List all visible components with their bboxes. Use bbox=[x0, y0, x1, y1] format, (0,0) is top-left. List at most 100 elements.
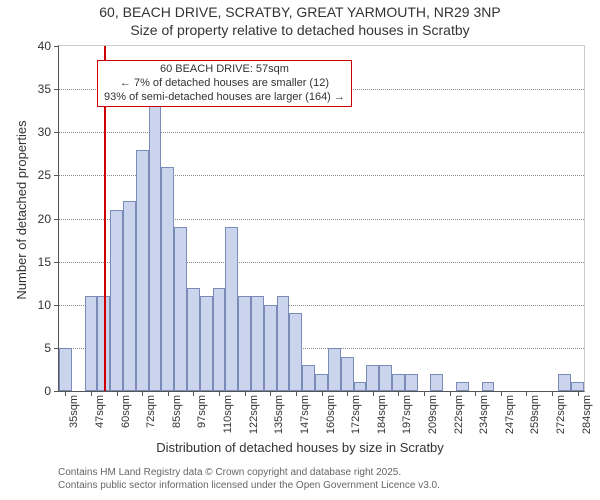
xtick-label: 184sqm bbox=[376, 395, 388, 434]
ytick-label: 30 bbox=[38, 125, 51, 139]
y-axis-label: Number of detached properties bbox=[14, 120, 29, 299]
xtick-label: 60sqm bbox=[120, 395, 132, 428]
ytick-mark bbox=[54, 132, 59, 133]
xtick-label: 35sqm bbox=[68, 395, 80, 428]
histogram-bar bbox=[405, 374, 418, 391]
xtick-mark bbox=[578, 391, 579, 396]
xtick-mark bbox=[219, 391, 220, 396]
ytick-mark bbox=[54, 89, 59, 90]
xtick-mark bbox=[373, 391, 374, 396]
xtick-mark bbox=[424, 391, 425, 396]
ytick-label: 20 bbox=[38, 212, 51, 226]
histogram-bar bbox=[328, 348, 341, 391]
histogram-bar bbox=[366, 365, 379, 391]
ytick-label: 25 bbox=[38, 168, 51, 182]
histogram-bar bbox=[302, 365, 315, 391]
annotation-line1: 60 BEACH DRIVE: 57sqm bbox=[104, 63, 345, 77]
histogram-bar bbox=[187, 288, 200, 392]
xtick-label: 85sqm bbox=[171, 395, 183, 428]
gridline bbox=[59, 132, 584, 133]
ytick-label: 10 bbox=[38, 298, 51, 312]
ytick-mark bbox=[54, 175, 59, 176]
xtick-mark bbox=[117, 391, 118, 396]
ytick-label: 40 bbox=[38, 39, 51, 53]
ytick-mark bbox=[54, 262, 59, 263]
histogram-bar bbox=[341, 357, 354, 392]
xtick-mark bbox=[347, 391, 348, 396]
ytick-mark bbox=[54, 305, 59, 306]
annotation-line3: 93% of semi-detached houses are larger (… bbox=[104, 91, 345, 105]
xtick-mark bbox=[168, 391, 169, 396]
xtick-label: 247sqm bbox=[504, 395, 516, 434]
histogram-bar bbox=[430, 374, 443, 391]
histogram-bar bbox=[379, 365, 392, 391]
xtick-mark bbox=[91, 391, 92, 396]
xtick-mark bbox=[450, 391, 451, 396]
xtick-mark bbox=[398, 391, 399, 396]
chart-container: 60, BEACH DRIVE, SCRATBY, GREAT YARMOUTH… bbox=[0, 0, 600, 500]
histogram-bar bbox=[200, 296, 213, 391]
histogram-bar bbox=[238, 296, 251, 391]
ytick-mark bbox=[54, 46, 59, 47]
histogram-bar bbox=[174, 227, 187, 391]
histogram-bar bbox=[277, 296, 290, 391]
xtick-label: 122sqm bbox=[248, 395, 260, 434]
histogram-bar bbox=[392, 374, 405, 391]
histogram-bar bbox=[558, 374, 571, 391]
xtick-label: 135sqm bbox=[273, 395, 285, 434]
ytick-label: 5 bbox=[44, 341, 51, 355]
histogram-bar bbox=[213, 288, 226, 392]
histogram-bar bbox=[571, 382, 584, 391]
footer-line-2: Contains public sector information licen… bbox=[58, 480, 440, 491]
histogram-bar bbox=[482, 382, 495, 391]
ytick-label: 35 bbox=[38, 82, 51, 96]
annotation-line2: ← 7% of detached houses are smaller (12) bbox=[104, 77, 345, 91]
ytick-mark bbox=[54, 219, 59, 220]
histogram-bar bbox=[225, 227, 238, 391]
histogram-bar bbox=[161, 167, 174, 391]
xtick-mark bbox=[270, 391, 271, 396]
histogram-bar bbox=[251, 296, 264, 391]
histogram-bar bbox=[289, 313, 302, 391]
xtick-mark bbox=[322, 391, 323, 396]
xtick-label: 160sqm bbox=[325, 395, 337, 434]
xtick-label: 97sqm bbox=[196, 395, 208, 428]
xtick-label: 172sqm bbox=[350, 395, 362, 434]
histogram-bar bbox=[85, 296, 98, 391]
xtick-label: 259sqm bbox=[529, 395, 541, 434]
xtick-label: 147sqm bbox=[299, 395, 311, 434]
xtick-mark bbox=[296, 391, 297, 396]
histogram-bar bbox=[354, 382, 367, 391]
xtick-label: 272sqm bbox=[555, 395, 567, 434]
xtick-label: 284sqm bbox=[581, 395, 593, 434]
chart-title-main: 60, BEACH DRIVE, SCRATBY, GREAT YARMOUTH… bbox=[0, 4, 600, 20]
ytick-mark bbox=[54, 391, 59, 392]
xtick-label: 222sqm bbox=[453, 395, 465, 434]
xtick-label: 47sqm bbox=[94, 395, 106, 428]
xtick-label: 209sqm bbox=[427, 395, 439, 434]
chart-title-sub: Size of property relative to detached ho… bbox=[0, 22, 600, 38]
footer-line-1: Contains HM Land Registry data © Crown c… bbox=[58, 467, 401, 478]
ytick-label: 0 bbox=[44, 384, 51, 398]
histogram-bar bbox=[264, 305, 277, 391]
xtick-label: 110sqm bbox=[222, 395, 234, 433]
histogram-bar bbox=[456, 382, 469, 391]
histogram-bar bbox=[149, 106, 162, 391]
xtick-mark bbox=[526, 391, 527, 396]
xtick-mark bbox=[142, 391, 143, 396]
xtick-mark bbox=[501, 391, 502, 396]
xtick-label: 197sqm bbox=[401, 395, 413, 434]
xtick-mark bbox=[475, 391, 476, 396]
xtick-label: 72sqm bbox=[145, 395, 157, 428]
x-axis-label: Distribution of detached houses by size … bbox=[0, 440, 600, 455]
xtick-mark bbox=[65, 391, 66, 396]
plot-area: 051015202530354035sqm47sqm60sqm72sqm85sq… bbox=[58, 45, 585, 392]
ytick-label: 15 bbox=[38, 255, 51, 269]
xtick-mark bbox=[552, 391, 553, 396]
xtick-mark bbox=[193, 391, 194, 396]
histogram-bar bbox=[110, 210, 123, 391]
histogram-bar bbox=[59, 348, 72, 391]
xtick-label: 234sqm bbox=[478, 395, 490, 434]
histogram-bar bbox=[315, 374, 328, 391]
histogram-bar bbox=[136, 150, 149, 392]
